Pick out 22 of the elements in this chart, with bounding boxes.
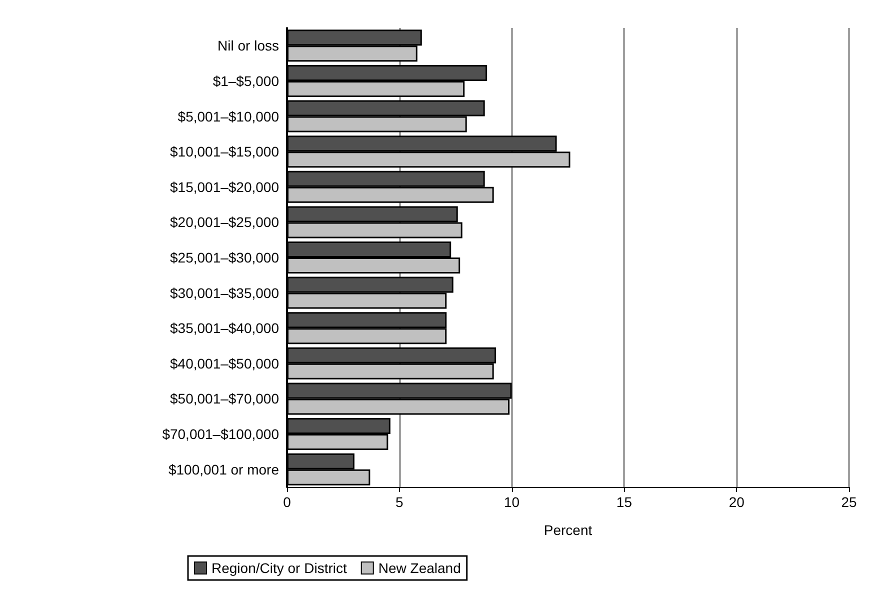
y-tick-label: $50,001–$70,000: [170, 390, 280, 407]
y-tick-label: Nil or loss: [218, 38, 279, 54]
y-tick-label: $30,001–$35,000: [170, 284, 280, 301]
y-tick-label: $70,001–$100,000: [162, 426, 280, 442]
y-tick-label: $5,001–$10,000: [178, 108, 280, 124]
y-tick-label: $20,001–$25,000: [170, 214, 280, 230]
x-tick-label: 20: [728, 494, 745, 510]
y-tick-label: $10,001–$15,000: [170, 144, 280, 160]
y-tick-label: $25,001–$30,000: [170, 250, 280, 266]
legend-label: New Zealand: [378, 560, 461, 576]
y-tick-label: $35,001–$40,000: [170, 320, 280, 336]
y-tick-label: $15,001–$20,000: [170, 178, 280, 195]
x-tick-label: 25: [841, 494, 857, 510]
x-tick-label: 15: [616, 494, 632, 510]
x-tick-label: 5: [396, 494, 404, 510]
x-tick-label: 0: [283, 494, 292, 510]
x-tick-label: 10: [504, 494, 520, 510]
y-tick-label: $100,001 or more: [168, 461, 280, 478]
y-tick-label: $40,001–$50,000: [170, 355, 280, 372]
legend-label: Region/City or District: [212, 560, 347, 576]
x-axis-title: Percent: [544, 522, 592, 538]
y-tick-label: $1–$5,000: [212, 72, 280, 89]
